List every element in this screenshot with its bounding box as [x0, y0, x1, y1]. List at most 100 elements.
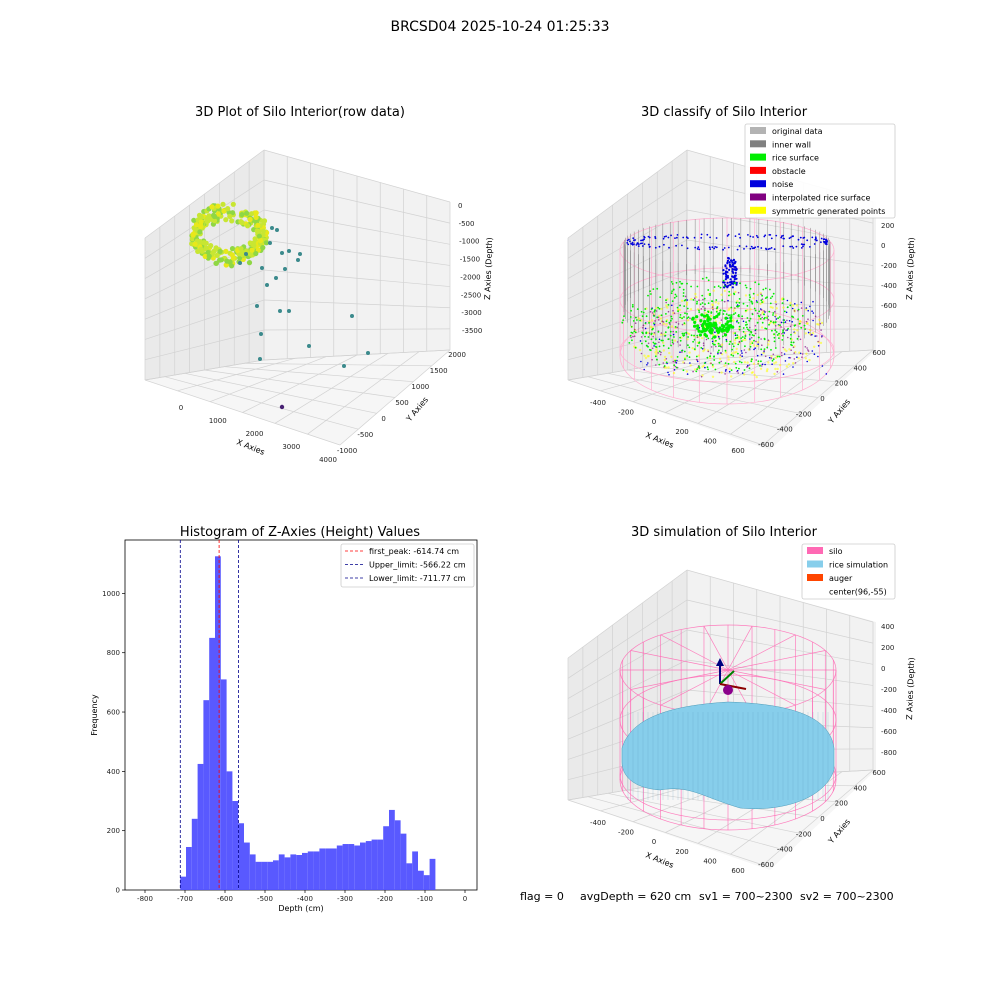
z-tick-label: 400: [881, 623, 894, 631]
histogram-bar: [255, 861, 262, 890]
histogram-bar: [400, 833, 407, 890]
x-tick-label: 4000: [319, 456, 337, 464]
histogram-bar: [365, 841, 372, 890]
x-tick-label: 3000: [282, 443, 300, 451]
z-tick-label: 0: [881, 242, 885, 250]
legend-label: noise: [772, 180, 793, 189]
histogram-bar: [307, 851, 314, 890]
panel1-scatter-points: [189, 201, 370, 410]
histogram-bar: [220, 679, 227, 890]
z-tick-label: -1500: [460, 256, 480, 264]
y-tick-label: 1000: [411, 383, 429, 391]
panel3-title: Histogram of Z-Axies (Height) Values: [180, 525, 420, 540]
panel1-tick-labels: 01000200030004000-1000-50005001000150020…: [179, 202, 483, 464]
panel4-legend: silo rice simulation auger center(96,-55): [801, 543, 896, 600]
legend-label: Upper_limit: -566.22 cm: [369, 561, 466, 570]
y-tick-label: 0: [381, 415, 385, 423]
y-tick-label: 400: [853, 784, 866, 792]
x-tick-label: -700: [177, 895, 193, 903]
histogram-bar: [406, 863, 413, 890]
legend-label: Lower_limit: -711.77 cm: [369, 574, 466, 583]
y-tick-label: 800: [107, 649, 120, 657]
histogram-bar: [244, 842, 250, 890]
legend-swatch: [807, 560, 823, 568]
panel1-gridlines: [144, 149, 451, 446]
x-tick-label: 400: [703, 857, 716, 865]
y-tick-label: -200: [796, 410, 812, 418]
y-tick-label: 200: [835, 800, 848, 808]
legend-label: silo: [829, 547, 843, 556]
panel2-zlabel: Z Axies (Depth): [905, 237, 916, 300]
histogram-bar: [389, 809, 395, 890]
z-tick-label: -3000: [461, 309, 481, 317]
histogram-bar: [267, 861, 273, 890]
panel2-scatter-points: [619, 217, 835, 405]
histogram-bar: [348, 844, 355, 890]
z-tick-label: 0: [881, 665, 885, 673]
histogram-bar: [249, 854, 256, 890]
panel2-title: 3D classify of Silo Interior: [641, 105, 808, 120]
y-tick-label: 200: [835, 380, 848, 388]
legend-label: first_peak: -614.74 cm: [369, 547, 459, 556]
z-tick-label: 0: [458, 202, 462, 210]
histogram-bar: [284, 857, 291, 890]
sv2-text: sv2 = 700~2300: [800, 890, 894, 903]
legend-label: inner wall: [772, 140, 811, 149]
x-tick-label: -400: [297, 895, 313, 903]
histogram-bar: [296, 855, 302, 890]
histogram-bar: [418, 870, 424, 890]
simulation-3d-plot: 3D simulation of Silo Interior -400-2000…: [567, 525, 916, 875]
panel1-title: 3D Plot of Silo Interior(row data): [195, 105, 405, 120]
rice-simulation-surface: [621, 701, 835, 809]
histogram-bar: [412, 851, 418, 890]
legend-label: auger: [829, 574, 853, 583]
x-tick-label: -200: [618, 829, 634, 837]
x-tick-label: 200: [675, 848, 688, 856]
legend-label: original data: [772, 127, 823, 136]
legend-label: interpolated rice surface: [772, 194, 870, 203]
histogram-bar: [360, 842, 366, 890]
legend-swatch: [750, 193, 766, 201]
histogram-bar: [371, 839, 378, 890]
x-tick-label: -500: [257, 895, 273, 903]
histogram-bar: [290, 854, 297, 890]
y-tick-label: 600: [872, 769, 885, 777]
x-tick-label: 0: [179, 404, 183, 412]
histogram-reference-lines: [179, 540, 239, 890]
x-tick-label: -600: [217, 895, 233, 903]
z-tick-label: -2500: [461, 291, 481, 299]
x-tick-label: -800: [137, 895, 153, 903]
footer-status: flag = 0 avgDepth = 620 cm sv1 = 700~230…: [520, 890, 894, 903]
y-tick-label: 0: [820, 815, 824, 823]
rice-surface-points: [621, 276, 806, 373]
legend-swatch: [807, 574, 823, 581]
legend-label: rice surface: [772, 154, 819, 163]
z-tick-label: -800: [881, 322, 897, 330]
z-tick-label: -3500: [462, 327, 482, 335]
z-tick-label: -200: [881, 686, 897, 694]
legend-swatch: [750, 180, 766, 188]
histogram-bar: [180, 876, 186, 890]
y-tick-label: -500: [357, 431, 373, 439]
y-tick-label: -600: [758, 861, 774, 869]
legend-swatch: [750, 127, 766, 134]
legend-swatch: [750, 206, 766, 214]
legend-swatch: [807, 547, 823, 554]
histogram-bar: [197, 763, 204, 890]
histogram-plot-area: [124, 539, 478, 891]
histogram-ticks: -800 -700 -600 -500 -400 -300 -200 -100 0 0 200 400…: [102, 590, 467, 903]
histogram-bar: [429, 858, 436, 890]
y-tick-label: -400: [777, 846, 793, 854]
rice-surface-mesh: [627, 712, 829, 800]
y-tick-label: 400: [853, 364, 866, 372]
histogram-bar: [394, 820, 401, 890]
panel1-zlabel: Z Axies (Depth): [483, 237, 494, 300]
outlier-points: [238, 226, 370, 410]
histogram-bar: [319, 848, 326, 890]
histogram-bar: [354, 845, 360, 890]
panel2-legend: original data inner wall rice surface obsta…: [744, 123, 896, 219]
histogram-bar: [377, 839, 384, 890]
dense-point-ring: [189, 201, 270, 269]
panel2-tick-labels: -400-2000200400600-600-400-2000200400600…: [590, 222, 897, 455]
histogram-bar: [226, 771, 233, 890]
